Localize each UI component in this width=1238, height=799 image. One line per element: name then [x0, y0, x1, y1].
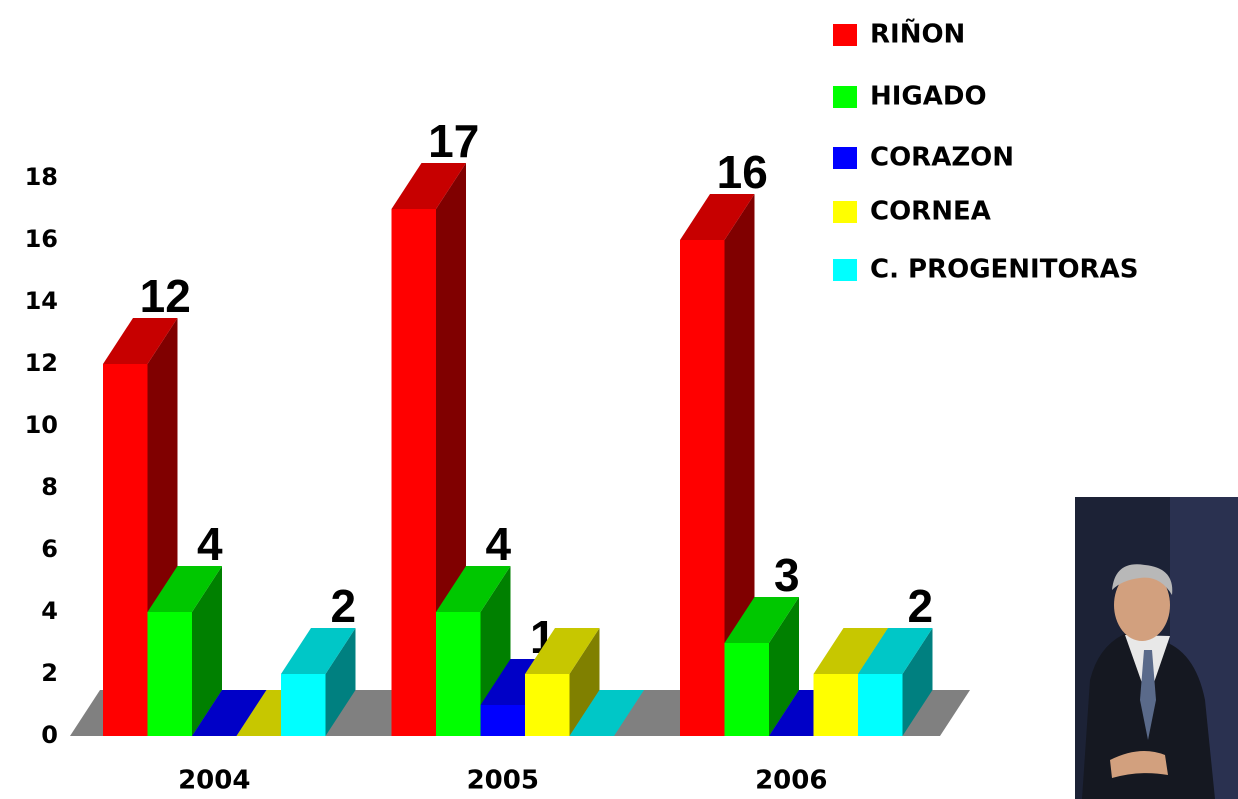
bar-front: [858, 674, 903, 736]
legend-label: HIGADO: [870, 82, 987, 112]
y-tick-label: 2: [41, 659, 58, 687]
bar-front: [147, 612, 192, 736]
y-tick-label: 14: [25, 287, 58, 315]
bar: [724, 597, 799, 736]
bar-top: [858, 628, 933, 674]
legend-swatch: [833, 259, 857, 281]
x-tick-label: 2005: [467, 766, 539, 796]
bar-top: [724, 597, 799, 643]
legend-swatch: [833, 147, 857, 169]
legend-swatch: [833, 24, 857, 46]
bar: [281, 628, 356, 736]
photo: [1075, 497, 1238, 799]
bar-top: [391, 163, 466, 209]
legend-label: RIÑON: [870, 18, 965, 50]
y-tick-label: 16: [25, 225, 58, 253]
data-label: 2: [330, 580, 356, 632]
bar: [147, 566, 222, 736]
data-label: 4: [197, 518, 223, 570]
bar-front: [680, 240, 725, 736]
x-tick-label: 2006: [755, 766, 827, 796]
bar-side: [902, 628, 933, 736]
y-tick-label: 4: [41, 597, 58, 625]
bar-top: [525, 628, 600, 674]
data-label: 2: [907, 580, 933, 632]
y-tick-label: 12: [25, 349, 58, 377]
bar-top: [192, 690, 267, 736]
bar: [858, 628, 933, 736]
bar-top: [281, 628, 356, 674]
data-label: 16: [717, 146, 768, 198]
bar-side: [325, 628, 356, 736]
y-tick-label: 18: [25, 163, 58, 191]
legend-label: CORNEA: [870, 197, 991, 227]
data-label: 3: [774, 549, 800, 601]
y-tick-label: 10: [25, 411, 58, 439]
bar-front: [813, 674, 858, 736]
data-label: 12: [140, 270, 191, 322]
bar: [525, 628, 600, 736]
bar-top: [813, 628, 888, 674]
bar-front: [480, 705, 525, 736]
legend-swatch: [833, 201, 857, 223]
bar-side: [769, 597, 799, 736]
legend-swatch: [833, 86, 857, 108]
bar-top: [103, 318, 178, 364]
bar-side: [192, 566, 222, 736]
bar-side: [724, 194, 755, 736]
bar-front: [281, 674, 326, 736]
y-tick-label: 6: [41, 535, 58, 563]
legend-label: C. PROGENITORAS: [870, 255, 1138, 285]
data-label: 4: [485, 518, 511, 570]
bar-front: [391, 209, 436, 736]
x-tick-label: 2004: [178, 766, 250, 796]
bar-top: [436, 566, 511, 612]
bar: [569, 690, 644, 736]
data-label: 17: [428, 115, 479, 167]
bar-front: [436, 612, 481, 736]
bar-front: [103, 364, 148, 736]
bar-side: [569, 628, 600, 736]
bar-front: [724, 643, 769, 736]
y-tick-label: 8: [41, 473, 58, 501]
bar: [680, 194, 755, 736]
bar-top: [147, 566, 222, 612]
y-tick-label: 0: [41, 721, 58, 749]
bar-top: [569, 690, 644, 736]
bar-front: [525, 674, 570, 736]
legend-label: CORAZON: [870, 143, 1014, 173]
bar-top: [680, 194, 755, 240]
bar: [192, 690, 267, 736]
